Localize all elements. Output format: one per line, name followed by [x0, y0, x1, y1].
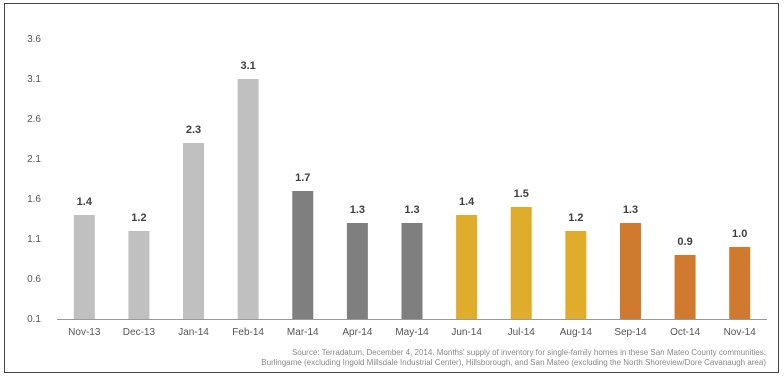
- bar: [729, 247, 750, 319]
- data-label: 1.0: [732, 228, 747, 240]
- x-tick-label: Sep-14: [614, 327, 647, 338]
- x-tick-label: Jun-14: [451, 327, 482, 338]
- y-tick-label: 3.6: [27, 34, 41, 45]
- data-label: 2.3: [186, 124, 201, 136]
- data-label: 3.1: [241, 60, 256, 72]
- x-tick-label: Mar-14: [287, 327, 319, 338]
- x-tick-label: Dec-13: [123, 327, 156, 338]
- x-tick-label: Aug-14: [560, 327, 593, 338]
- data-label: 1.3: [623, 204, 638, 216]
- bar: [565, 231, 586, 319]
- y-tick-label: 1.6: [27, 194, 41, 205]
- y-tick-label: 2.6: [27, 114, 41, 125]
- x-tick-label: Jan-14: [178, 327, 209, 338]
- bar: [456, 215, 477, 319]
- bar: [74, 215, 95, 319]
- bars: [74, 79, 750, 319]
- bar: [183, 143, 204, 319]
- x-tick-label: Oct-14: [670, 327, 700, 338]
- bar: [238, 79, 259, 319]
- y-tick-label: 3.1: [27, 74, 41, 85]
- y-tick-label: 0.1: [27, 314, 41, 325]
- y-tick-label: 1.1: [27, 234, 41, 245]
- y-tick-label: 0.6: [27, 274, 41, 285]
- x-tick-label: Nov-14: [724, 327, 757, 338]
- data-label: 0.9: [677, 236, 692, 248]
- chart-frame: 0.1 0.6 1.1 1.6 2.1 2.6 3.1 3.6 1.4 1.2 2.3 3.1 1.7…: [4, 3, 779, 373]
- x-tick-label: May-14: [395, 327, 429, 338]
- bar: [511, 207, 532, 319]
- data-label: 1.4: [77, 196, 93, 208]
- data-label: 1.2: [131, 212, 146, 224]
- data-label: 1.2: [568, 212, 583, 224]
- bar: [402, 223, 423, 319]
- source-note: Source: Terradatum, December 4, 2014. Mo…: [146, 348, 766, 368]
- x-tick-label: Apr-14: [342, 327, 372, 338]
- source-line-1: Source: Terradatum, December 4, 2014. Mo…: [146, 348, 766, 358]
- data-label: 1.3: [350, 204, 365, 216]
- x-tick-label: Jul-14: [508, 327, 536, 338]
- x-axis-ticks: Nov-13 Dec-13 Jan-14 Feb-14 Mar-14 Apr-14 May-…: [68, 327, 756, 338]
- data-label: 1.5: [514, 188, 529, 200]
- y-axis-ticks: 0.1 0.6 1.1 1.6 2.1 2.6 3.1 3.6: [27, 34, 41, 325]
- bar: [292, 191, 313, 319]
- bar: [675, 255, 696, 319]
- y-tick-label: 2.1: [27, 154, 41, 165]
- data-label: 1.4: [459, 196, 475, 208]
- bar-chart: 0.1 0.6 1.1 1.6 2.1 2.6 3.1 3.6 1.4 1.2 2.3 3.1 1.7…: [5, 4, 780, 374]
- x-tick-label: Feb-14: [232, 327, 264, 338]
- bar: [620, 223, 641, 319]
- data-label: 1.3: [404, 204, 419, 216]
- x-tick-label: Nov-13: [68, 327, 101, 338]
- bar: [128, 231, 149, 319]
- source-line-2: Burlingame (excluding Ingold Millsdale I…: [146, 358, 766, 368]
- data-labels: 1.4 1.2 2.3 3.1 1.7 1.3 1.3 1.4 1.5 1.2 1.3 0.9 1.0: [77, 60, 748, 248]
- bar: [347, 223, 368, 319]
- data-label: 1.7: [295, 172, 310, 184]
